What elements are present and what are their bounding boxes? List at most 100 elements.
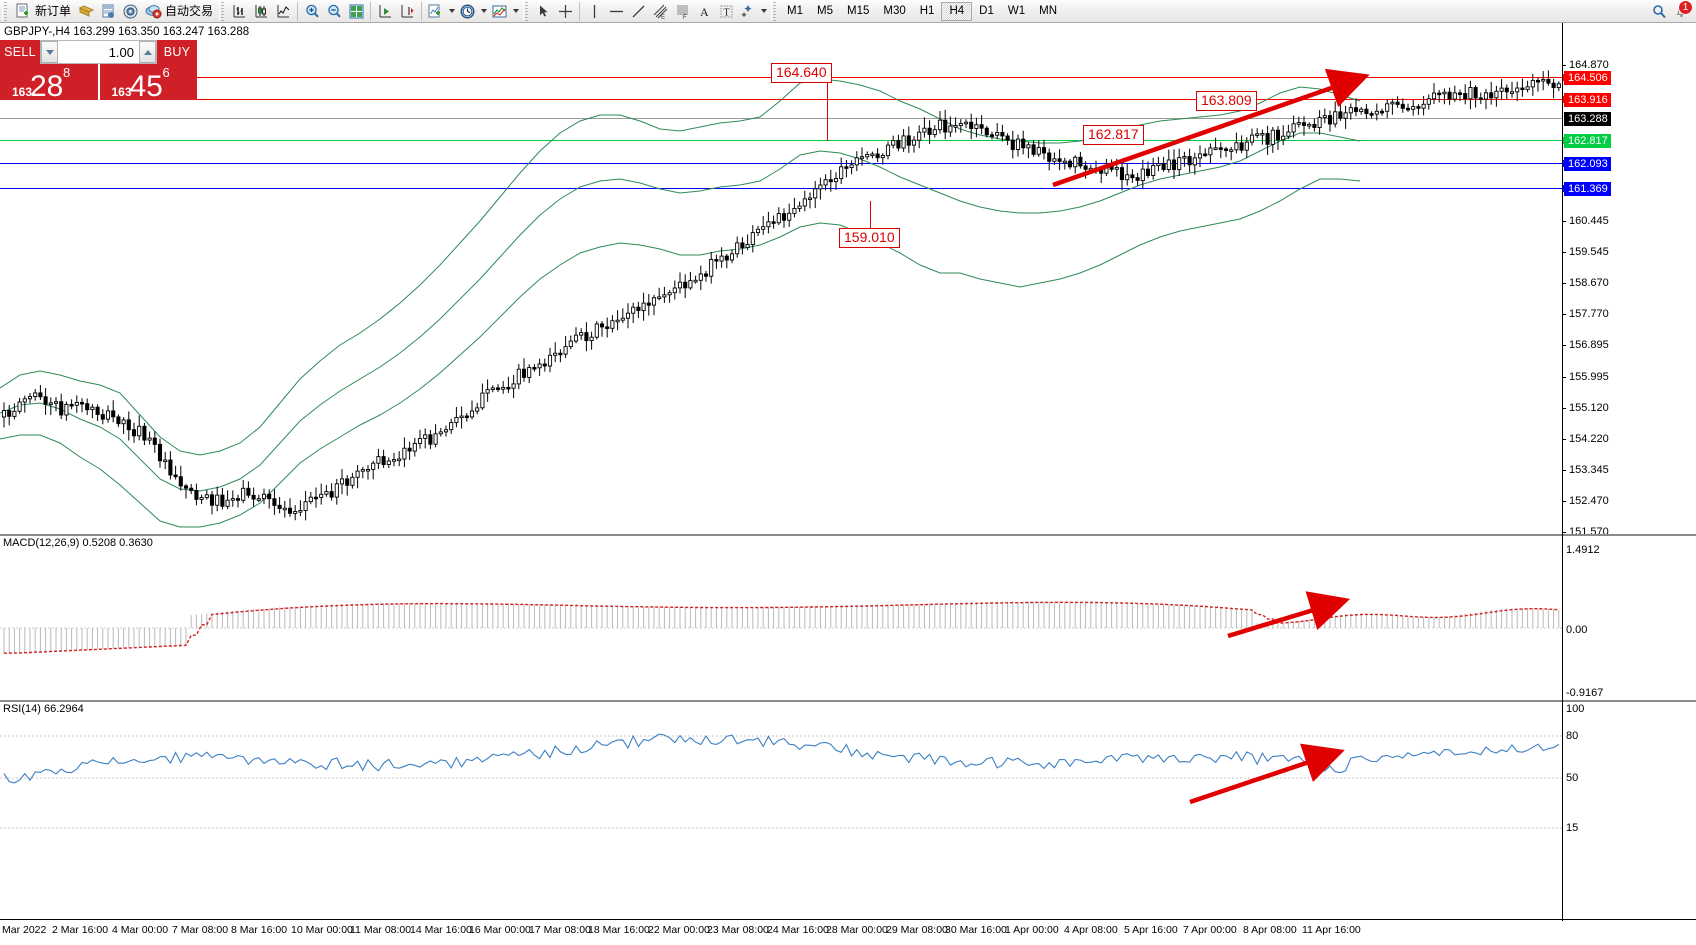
sell-button[interactable]: SELL — [0, 40, 40, 64]
text-icon: A — [700, 5, 709, 19]
toolbar-grip-2[interactable] — [219, 1, 227, 21]
zoom-in-button[interactable] — [301, 1, 323, 22]
data-window-button[interactable] — [97, 1, 119, 22]
shapes-button[interactable] — [737, 1, 769, 22]
price-tick-157-770: 157.770 — [1563, 309, 1609, 320]
candlestick-icon — [255, 4, 267, 17]
level-line-161-369[interactable] — [0, 185, 1570, 192]
bar-chart-button[interactable] — [228, 1, 250, 22]
timeframe-m5[interactable]: M5 — [817, 5, 833, 17]
time-tick-15: 29 Mar 08:00 — [886, 924, 948, 936]
indicators-icon — [428, 4, 441, 17]
chevron-down-icon-3[interactable] — [513, 9, 520, 13]
rsi-tick-100: 100 — [1566, 703, 1585, 715]
trendline-button[interactable] — [627, 1, 649, 22]
volume-decrement-button[interactable] — [41, 41, 58, 63]
new-order-label: 新订单 — [35, 4, 72, 18]
fibonacci-icon: F — [676, 5, 688, 20]
one-click-trading-panel[interactable]: SELL 1.00 BUY 163 28 8 163 45 6 — [0, 40, 197, 100]
toolbar-grip-3[interactable] — [523, 1, 531, 21]
toolbar-grip-4[interactable] — [771, 1, 779, 21]
sell-price-display[interactable]: 163 28 8 — [0, 64, 98, 100]
clock-icon — [460, 3, 475, 19]
search-icon — [1652, 4, 1666, 18]
navigator-icon — [123, 4, 138, 18]
volume-input[interactable]: 1.00 — [40, 40, 157, 64]
pane-separator-1[interactable] — [0, 534, 1696, 536]
text-button[interactable]: A — [693, 1, 715, 22]
price-badge-161-369: 161.369 — [1564, 182, 1611, 196]
timeframe-m30[interactable]: M30 — [883, 5, 906, 17]
macd-tick-0-00: 0.00 — [1566, 624, 1588, 636]
buy-button[interactable]: BUY — [157, 40, 197, 64]
vertical-line-button[interactable] — [583, 1, 605, 22]
annotation-159-010[interactable]: 159.010 — [839, 228, 900, 248]
line-chart-button[interactable] — [272, 1, 294, 22]
timeframe-d1[interactable]: D1 — [979, 5, 994, 17]
templates-button[interactable] — [489, 1, 521, 22]
annotation-164-640[interactable]: 164.640 — [771, 63, 832, 83]
chart-title: GBPJPY-,H4 163.299 163.350 163.247 163.2… — [4, 26, 250, 38]
cursor-button[interactable] — [532, 1, 554, 22]
price-tick-158-670: 158.670 — [1563, 278, 1609, 289]
crosshair-button[interactable] — [554, 1, 576, 22]
text-label-button[interactable]: T — [715, 1, 737, 22]
rsi-pane[interactable]: RSI(14) 66.2964 100 80 50 15 — [0, 702, 1696, 919]
time-tick-10: 18 Mar 16:00 — [588, 924, 650, 936]
buy-price-display[interactable]: 163 45 6 — [97, 64, 197, 100]
auto-trading-button[interactable]: 自动交易 — [141, 1, 217, 22]
tile-windows-button[interactable] — [345, 1, 367, 22]
equidistant-channel-button[interactable]: E — [649, 1, 671, 22]
new-order-icon — [16, 3, 28, 17]
pane-separator-2[interactable] — [0, 700, 1696, 702]
chart-root[interactable]: 164.640 163.809 162.817 159.010 164.870 … — [0, 23, 1696, 945]
auto-scroll-button[interactable] — [374, 1, 396, 22]
time-axis: Mar 2022 2 Mar 16:00 4 Mar 00:00 7 Mar 08:0… — [0, 922, 1696, 945]
new-order-button[interactable]: 新订单 — [11, 1, 75, 22]
zoom-out-button[interactable] — [323, 1, 345, 22]
indicators-button[interactable] — [425, 1, 457, 22]
notifications-button[interactable]: 1 — [1670, 0, 1693, 22]
timeframe-m15[interactable]: M15 — [847, 5, 870, 17]
time-tick-14: 28 Mar 00:00 — [826, 924, 888, 936]
navigator-button[interactable] — [119, 1, 141, 22]
level-line-162-817[interactable] — [0, 137, 1570, 144]
rsi-tick-15: 15 — [1566, 822, 1579, 834]
fibonacci-button[interactable]: F — [671, 1, 693, 22]
time-tick-13: 24 Mar 16:00 — [767, 924, 829, 936]
main-toolbar: 新订单 自动交易 — [0, 0, 1696, 23]
toolbar-grip[interactable] — [2, 1, 9, 21]
price-tick-159-545: 159.545 — [1563, 247, 1609, 258]
auto-trading-icon — [145, 4, 162, 18]
timeframe-h4[interactable]: H4 — [941, 1, 973, 21]
timeframe-w1[interactable]: W1 — [1007, 5, 1026, 17]
periods-button[interactable] — [457, 1, 489, 22]
chevron-down-icon-2[interactable] — [481, 9, 488, 13]
chart-shift-icon — [401, 4, 414, 17]
annotation-162-817[interactable]: 162.817 — [1083, 125, 1144, 145]
time-tick-5: 10 Mar 00:00 — [291, 924, 353, 936]
search-button[interactable] — [1648, 1, 1670, 22]
chart-shift-button[interactable] — [396, 1, 418, 22]
chevron-down-icon[interactable] — [449, 9, 456, 13]
level-line-163-916[interactable] — [0, 96, 1570, 103]
annotation-163-809[interactable]: 163.809 — [1196, 91, 1257, 111]
text-label-icon: T — [720, 5, 733, 18]
volume-increment-button[interactable] — [139, 41, 156, 63]
chevron-down-icon-4[interactable] — [761, 9, 768, 13]
sell-price-major: 28 — [30, 70, 64, 101]
volume-value[interactable]: 1.00 — [108, 44, 134, 60]
timeframe-m1[interactable]: M1 — [787, 5, 804, 17]
horizontal-line-button[interactable] — [605, 1, 627, 22]
price-pane[interactable]: 164.640 163.809 162.817 159.010 164.870 … — [0, 23, 1696, 538]
macd-pane[interactable]: MACD(12,26,9) 0.5208 0.3630 1.4912 0.00 … — [0, 536, 1696, 700]
timeframe-h1[interactable]: H1 — [919, 5, 935, 17]
timeframe-mn[interactable]: MN — [1039, 5, 1057, 17]
notification-badge: 1 — [1678, 0, 1693, 15]
candlestick-chart-button[interactable] — [250, 1, 272, 22]
sell-price-fraction: 8 — [63, 65, 71, 80]
time-tick-4: 8 Mar 16:00 — [231, 924, 288, 936]
level-line-162-093[interactable] — [0, 160, 1570, 167]
expert-advisors-button[interactable] — [75, 1, 97, 22]
time-axis-line — [0, 919, 1696, 920]
